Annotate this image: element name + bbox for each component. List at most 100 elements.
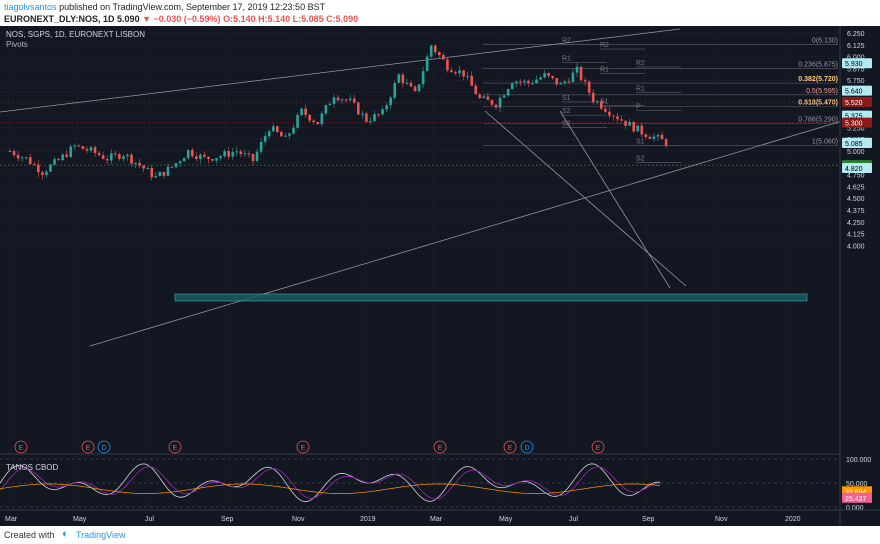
pivot-label: P bbox=[636, 103, 641, 110]
candle-body bbox=[146, 167, 149, 169]
published-text: published on TradingView.com, September … bbox=[59, 2, 326, 12]
pivot-label: S1 bbox=[562, 95, 571, 102]
candle-body bbox=[340, 99, 344, 101]
time-tick-label: Mar bbox=[5, 516, 18, 523]
candle-body bbox=[263, 136, 267, 142]
candle-body bbox=[502, 95, 506, 98]
price-badge-label: 5.930 bbox=[845, 61, 863, 68]
candle-body bbox=[114, 153, 117, 155]
candle-body bbox=[85, 149, 89, 151]
publish-line: tiagolvsantos published on TradingView.c… bbox=[4, 2, 325, 12]
osc-signal-line bbox=[0, 483, 661, 494]
candle-body bbox=[77, 145, 81, 147]
candle-body bbox=[397, 74, 401, 83]
candle-body bbox=[324, 105, 328, 114]
candle-body bbox=[61, 154, 64, 161]
candle-body bbox=[510, 83, 514, 90]
time-tick-label: Jul bbox=[145, 516, 154, 523]
event-marker-label: E bbox=[19, 445, 24, 452]
tradingview-link[interactable]: TradingView bbox=[76, 530, 126, 540]
candle-body bbox=[16, 155, 20, 159]
candle-body bbox=[344, 99, 348, 101]
candle-body bbox=[101, 155, 105, 159]
price-tick-label: 4.375 bbox=[847, 208, 865, 215]
candle-body bbox=[24, 157, 28, 159]
candle-body bbox=[73, 145, 77, 147]
candle-body bbox=[352, 98, 356, 103]
candle-body bbox=[118, 154, 121, 160]
support-zone[interactable] bbox=[174, 293, 808, 302]
candle-body bbox=[628, 121, 631, 126]
candle-body bbox=[462, 70, 465, 77]
fib-label: 0.786(5.290) bbox=[798, 117, 838, 124]
pivot-label: R1 bbox=[636, 85, 645, 92]
candle-body bbox=[401, 74, 405, 84]
candle-body bbox=[446, 59, 449, 71]
osc-value-badge bbox=[842, 486, 872, 497]
candle-body bbox=[203, 154, 206, 157]
chart-background bbox=[0, 26, 880, 526]
candle-body bbox=[89, 147, 93, 151]
price-axis[interactable] bbox=[840, 26, 880, 526]
candle-body bbox=[296, 114, 299, 128]
candle-body bbox=[498, 97, 502, 108]
indicator-title: Pivots bbox=[6, 40, 28, 49]
candle-body bbox=[182, 158, 186, 162]
event-marker-label: D bbox=[101, 445, 106, 452]
candle-body bbox=[69, 146, 73, 157]
price-badges: 5.9305.6405.5205.3755.3005.0905.0854.850… bbox=[842, 58, 872, 173]
candle-body bbox=[470, 75, 473, 86]
candle-body bbox=[53, 159, 56, 165]
candle-body bbox=[304, 108, 307, 115]
last-price: 5.090 bbox=[117, 14, 140, 24]
pivot-label: R2 bbox=[562, 37, 571, 44]
candle-body bbox=[138, 162, 141, 166]
candle-body bbox=[519, 81, 522, 83]
chart-canvas[interactable]: 0(6.130) 0.236(5.875) 0.382(5.720) 0.5(5.59… bbox=[0, 26, 880, 526]
candle-body bbox=[126, 154, 129, 157]
time-tick-label: 2019 bbox=[360, 516, 376, 523]
author-link[interactable]: tiagolvsantos bbox=[4, 2, 57, 12]
pivot-label: S2 bbox=[562, 120, 571, 127]
candle-body bbox=[20, 157, 24, 159]
candle-body bbox=[474, 85, 478, 95]
candle-body bbox=[267, 131, 271, 137]
candle-body bbox=[551, 75, 554, 79]
candle-body bbox=[563, 81, 567, 84]
candle-body bbox=[442, 55, 445, 60]
price-badge bbox=[842, 137, 872, 148]
ohlc-values: O:5.140 H:5.140 L:5.085 C:5.090 bbox=[223, 14, 359, 24]
created-with-text: Created with bbox=[4, 530, 55, 540]
event-marker-label: E bbox=[596, 445, 601, 452]
candle-body bbox=[478, 94, 482, 98]
candle-body bbox=[632, 121, 635, 132]
candle-body bbox=[276, 126, 279, 133]
candle-body bbox=[644, 134, 648, 138]
price-tick-label: 4.625 bbox=[847, 184, 865, 191]
candle-body bbox=[648, 137, 652, 139]
candle-body bbox=[535, 79, 538, 84]
candle-body bbox=[37, 164, 40, 173]
candle-body bbox=[12, 151, 16, 156]
grid-lines bbox=[0, 26, 840, 510]
candle-body bbox=[429, 45, 433, 57]
event-marker-label: E bbox=[86, 445, 91, 452]
fib-label: 0.382(5.720) bbox=[798, 76, 838, 83]
candle-body bbox=[215, 158, 218, 161]
candle-body bbox=[425, 56, 429, 72]
candle-body bbox=[174, 163, 178, 168]
candle-body bbox=[555, 78, 559, 85]
pivot-label: S1 bbox=[600, 99, 609, 106]
candle-body bbox=[616, 116, 619, 120]
fib-label: 0.618(5.470) bbox=[798, 100, 838, 107]
candle-body bbox=[579, 66, 583, 81]
candle-body bbox=[255, 151, 259, 161]
price-badge-label: 5.300 bbox=[845, 121, 863, 128]
price-tick-label: 5.750 bbox=[847, 78, 865, 85]
candle-body bbox=[251, 153, 255, 161]
candle-body bbox=[405, 82, 409, 84]
candle-body bbox=[361, 113, 364, 115]
candle-body bbox=[559, 83, 563, 85]
candle-body bbox=[178, 161, 182, 164]
